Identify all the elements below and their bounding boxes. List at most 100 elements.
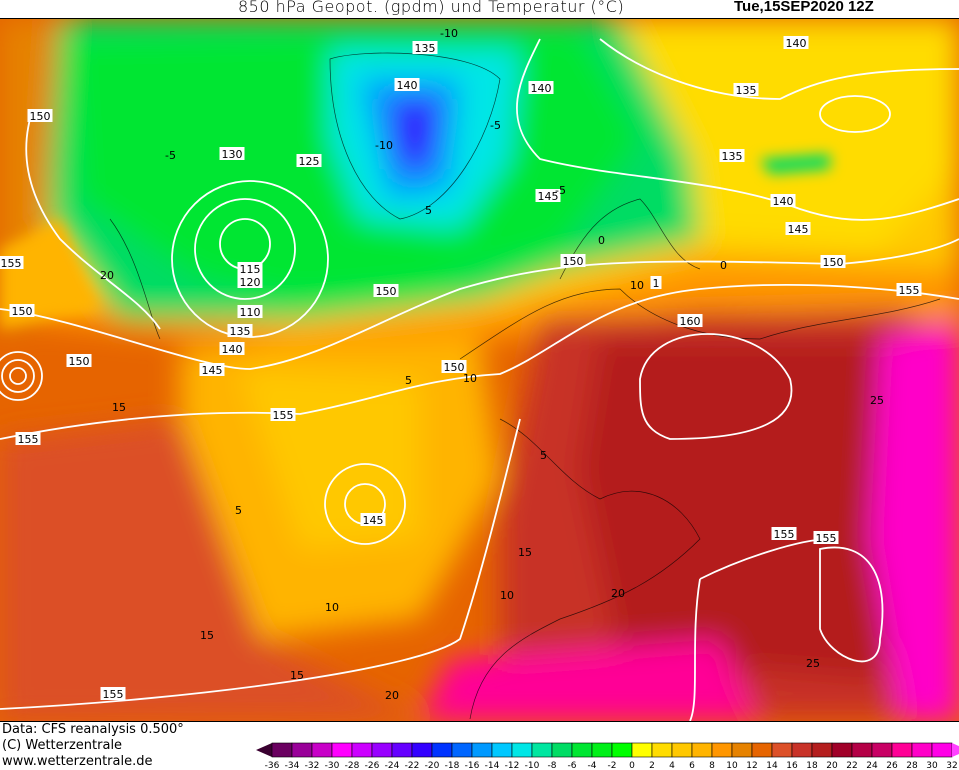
website-link[interactable]: www.wetterzentrale.de [2, 754, 153, 769]
colorbar-tick-label: 18 [806, 761, 818, 770]
colorbar-swatch [711, 742, 733, 758]
geopotential-label: 155 [100, 687, 126, 701]
colorbar-tick-label: -2 [608, 761, 617, 770]
temperature-contour-label: 20 [611, 587, 625, 600]
colorbar-swatch [391, 742, 413, 758]
temperature-field [0, 19, 959, 721]
colorbar-swatch [291, 742, 313, 758]
temperature-contour-label: 15 [518, 546, 532, 559]
geopotential-label: 135 [733, 83, 759, 97]
svg-text:150: 150 [12, 305, 33, 318]
colorbar-swatch [451, 742, 473, 758]
svg-text:155: 155 [774, 528, 795, 541]
colorbar-swatch [491, 742, 513, 758]
colorbar-swatch [311, 742, 333, 758]
svg-text:150: 150 [30, 110, 51, 123]
geopotential-label: 145 [535, 189, 561, 203]
svg-text:140: 140 [773, 195, 794, 208]
colorbar-above-arrow [952, 743, 959, 757]
colorbar-swatch [871, 742, 893, 758]
colorbar-tick-label: -26 [365, 761, 380, 770]
colorbar-tick-label: -14 [485, 761, 500, 770]
temperature-contour-label: 5 [235, 504, 242, 517]
temperature-contour-label: 10 [630, 279, 644, 292]
geopotential-label: 145 [199, 363, 225, 377]
colorbar-tick-label: -34 [285, 761, 300, 770]
map-title: 850 hPa Geopot. (gpdm) und Temperatur (°… [238, 0, 625, 16]
colorbar-tick-label: -20 [425, 761, 440, 770]
colorbar-swatch [651, 742, 673, 758]
svg-text:150: 150 [69, 355, 90, 368]
data-source-text: Data: CFS reanalysis 0.500° [2, 722, 184, 737]
temperature-colorbar: -36 -34 -32 -30 -28 -26 -24 -22 -20 -18 -16 -14 -12-… [256, 742, 959, 770]
geopotential-label: 155 [813, 531, 839, 545]
colorbar-tick-label: 32 [946, 761, 957, 770]
colorbar-swatch [611, 742, 633, 758]
colorbar-tick-label: 20 [826, 761, 838, 770]
colorbar-swatch [731, 742, 753, 758]
geopotential-label: 155 [0, 256, 24, 270]
colorbar-tick-label: 30 [926, 761, 938, 770]
colorbar-tick-label: 24 [866, 761, 878, 770]
colorbar-swatch [851, 742, 873, 758]
colorbar-tick-label: -36 [265, 761, 280, 770]
svg-text:155: 155 [18, 433, 39, 446]
geopotential-label: 140 [783, 36, 809, 50]
svg-text:140: 140 [531, 82, 552, 95]
colorbar-tick-label: -6 [568, 761, 577, 770]
colorbar-swatch [571, 742, 593, 758]
colorbar-tick-label: -32 [305, 761, 320, 770]
svg-text:130: 130 [222, 148, 243, 161]
geopotential-label: 140 [770, 194, 796, 208]
svg-text:150: 150 [563, 255, 584, 268]
geopotential-label: 150 [66, 354, 92, 368]
temperature-contour-label: 5 [540, 449, 547, 462]
colorbar-tick-label: -12 [505, 761, 520, 770]
colorbar-tick-label: -10 [525, 761, 540, 770]
svg-text:110: 110 [240, 306, 261, 319]
colorbar-swatch [811, 742, 833, 758]
geopotential-label: 150 [9, 304, 35, 318]
geopotential-label: 150 [820, 255, 846, 269]
colorbar-tick-label: 0 [629, 761, 635, 770]
temperature-contour-label: 25 [870, 394, 884, 407]
temperature-contour-label: -10 [440, 27, 458, 40]
colorbar-tick-label: 26 [886, 761, 898, 770]
colorbar-tick-label: -30 [325, 761, 340, 770]
temperature-contour-label: 25 [806, 657, 820, 670]
geopotential-label: 110 [237, 305, 263, 319]
svg-text:1: 1 [653, 277, 660, 290]
svg-text:120: 120 [240, 276, 261, 289]
svg-text:140: 140 [786, 37, 807, 50]
colorbar-tick-label: 16 [786, 761, 798, 770]
geopotential-label: 135 [719, 149, 745, 163]
colorbar-swatch [351, 742, 373, 758]
geopotential-label: 130 [219, 147, 245, 161]
svg-text:135: 135 [722, 150, 743, 163]
geopotential-label: 1 [650, 276, 662, 290]
temperature-contour-label: -5 [555, 184, 566, 197]
svg-text:140: 140 [397, 79, 418, 92]
geopotential-label: 155 [771, 527, 797, 541]
svg-text:135: 135 [415, 42, 436, 55]
geopotential-label: 125 [296, 154, 322, 168]
colorbar-swatch [331, 742, 353, 758]
colorbar-swatch [771, 742, 793, 758]
temperature-contour-label: 20 [100, 269, 114, 282]
svg-text:140: 140 [222, 343, 243, 356]
geopotential-label: 135 [227, 324, 253, 338]
colorbar-tick-label: -8 [548, 761, 557, 770]
temperature-contour-label: 15 [290, 669, 304, 682]
svg-text:125: 125 [299, 155, 320, 168]
geopotential-label: 145 [785, 222, 811, 236]
svg-text:160: 160 [680, 315, 701, 328]
geopotential-label: 155 [896, 283, 922, 297]
colorbar-tick-label: -4 [588, 761, 597, 770]
geopotential-label: 140 [528, 81, 554, 95]
geopotential-label: 120 [237, 275, 263, 289]
colorbar-tick-label: 28 [906, 761, 918, 770]
temperature-contour-label: -5 [165, 149, 176, 162]
svg-text:135: 135 [736, 84, 757, 97]
